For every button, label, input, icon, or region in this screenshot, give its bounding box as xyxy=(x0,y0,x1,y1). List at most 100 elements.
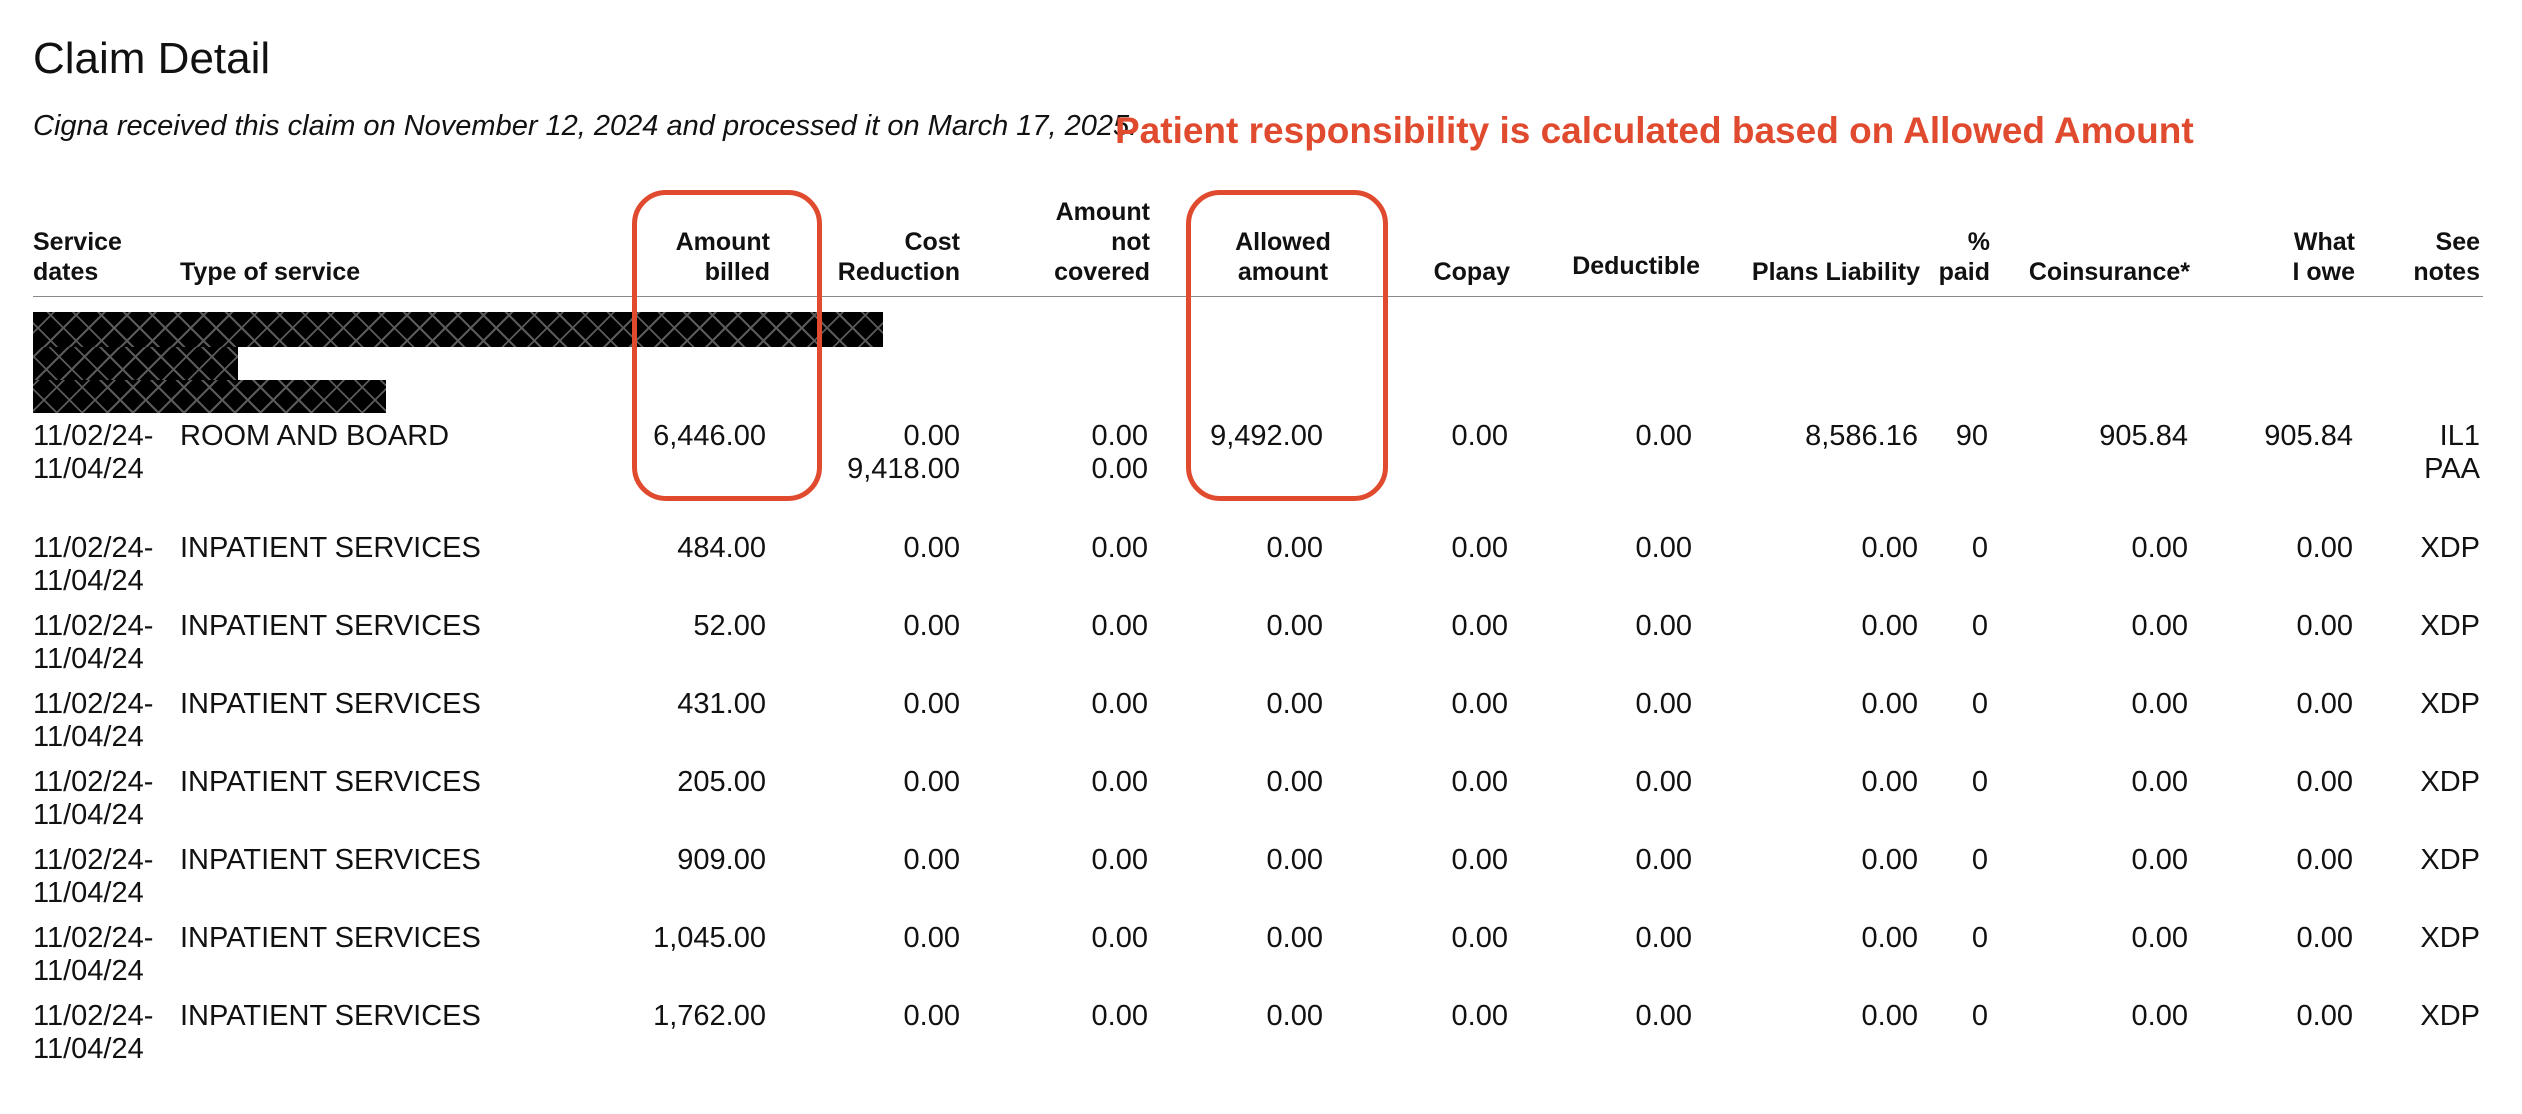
row-service-type: INPATIENT SERVICES xyxy=(180,766,481,798)
row-coinsurance: 0.00 xyxy=(2131,610,2188,642)
row-plans-liability: 0.00 xyxy=(1861,688,1918,720)
row-amount-not-covered: 0.00 xyxy=(1091,1000,1148,1032)
redaction-bar-3 xyxy=(33,380,386,413)
row-see-notes: XDP xyxy=(2420,766,2480,798)
row-deductible: 0.00 xyxy=(1635,532,1692,564)
header-divider xyxy=(33,296,2483,297)
row-amount-not-covered: 0.00 xyxy=(1091,766,1148,798)
header-service-dates: Service dates xyxy=(33,228,122,286)
row-plans-liability: 0.00 xyxy=(1861,610,1918,642)
row-cost-reduction: 0.00 xyxy=(903,1000,960,1032)
row-coinsurance: 905.84 xyxy=(2099,420,2188,452)
row-see-notes: XDP xyxy=(2420,844,2480,876)
row-allowed-amount: 0.00 xyxy=(1266,532,1323,564)
row-pct-paid: 0 xyxy=(1971,922,1988,954)
row-service-type: INPATIENT SERVICES xyxy=(180,922,481,954)
row-allowed-amount: 0.00 xyxy=(1266,766,1323,798)
row-pct-paid: 0 xyxy=(1971,532,1988,564)
row-plans-liability: 0.00 xyxy=(1861,844,1918,876)
row-what-i-owe: 0.00 xyxy=(2296,766,2353,798)
header-see-notes: See notes xyxy=(2413,228,2480,286)
redaction-bar-1 xyxy=(33,312,883,347)
row-amount-not-covered: 0.00 xyxy=(1091,922,1148,954)
row-copay: 0.00 xyxy=(1451,610,1508,642)
header-deductible: Deductible xyxy=(1572,252,1700,280)
row-cost-reduction: 0.00 xyxy=(903,844,960,876)
header-amount-billed: Amount billed xyxy=(675,228,770,286)
row-service-dates: 11/02/24- 11/04/24 xyxy=(33,922,154,987)
header-cost-reduction: Cost Reduction xyxy=(837,228,960,286)
row-deductible: 0.00 xyxy=(1635,766,1692,798)
row-amount-billed: 205.00 xyxy=(677,766,766,798)
row-see-notes: XDP xyxy=(2420,1000,2480,1032)
row-plans-liability: 0.00 xyxy=(1861,922,1918,954)
row-service-dates: 11/02/24- 11/04/24 xyxy=(33,688,154,753)
row-see-notes: XDP xyxy=(2420,532,2480,564)
row-coinsurance: 0.00 xyxy=(2131,532,2188,564)
redaction-bar-2 xyxy=(33,347,238,380)
row-allowed-amount: 0.00 xyxy=(1266,1000,1323,1032)
row-allowed-amount: 0.00 xyxy=(1266,688,1323,720)
row-deductible: 0.00 xyxy=(1635,610,1692,642)
header-allowed-amount: Allowed amount xyxy=(1235,228,1331,286)
row-see-notes: XDP xyxy=(2420,688,2480,720)
row-pct-paid: 0 xyxy=(1971,1000,1988,1032)
row-pct-paid: 90 xyxy=(1955,420,1988,452)
highlight-box-amount-billed xyxy=(632,190,822,501)
row-service-type: INPATIENT SERVICES xyxy=(180,532,481,564)
row-service-type: INPATIENT SERVICES xyxy=(180,1000,481,1032)
row-what-i-owe: 0.00 xyxy=(2296,688,2353,720)
row-what-i-owe: 0.00 xyxy=(2296,610,2353,642)
row-copay: 0.00 xyxy=(1451,532,1508,564)
row-see-notes: XDP xyxy=(2420,610,2480,642)
row-coinsurance: 0.00 xyxy=(2131,766,2188,798)
row-copay: 0.00 xyxy=(1451,1000,1508,1032)
row-see-notes: IL1 PAA xyxy=(2424,420,2480,485)
row-service-type: INPATIENT SERVICES xyxy=(180,610,481,642)
header-type-of-service: Type of service xyxy=(180,258,361,286)
page-title: Claim Detail xyxy=(33,34,271,83)
row-pct-paid: 0 xyxy=(1971,766,1988,798)
row-pct-paid: 0 xyxy=(1971,688,1988,720)
row-amount-billed: 909.00 xyxy=(677,844,766,876)
row-coinsurance: 0.00 xyxy=(2131,844,2188,876)
row-amount-billed: 1,045.00 xyxy=(653,922,766,954)
row-cost-reduction: 0.00 xyxy=(903,766,960,798)
row-service-type: INPATIENT SERVICES xyxy=(180,688,481,720)
row-copay: 0.00 xyxy=(1451,688,1508,720)
row-service-type: INPATIENT SERVICES xyxy=(180,844,481,876)
row-copay: 0.00 xyxy=(1451,922,1508,954)
row-service-dates: 11/02/24- 11/04/24 xyxy=(33,610,154,675)
row-see-notes: XDP xyxy=(2420,922,2480,954)
row-service-type: ROOM AND BOARD xyxy=(180,420,450,452)
row-amount-billed: 6,446.00 xyxy=(653,420,766,452)
row-deductible: 0.00 xyxy=(1635,1000,1692,1032)
annotation-note: Patient responsibility is calculated bas… xyxy=(1115,110,2194,151)
row-service-dates: 11/02/24- 11/04/24 xyxy=(33,420,154,485)
row-plans-liability: 0.00 xyxy=(1861,532,1918,564)
row-amount-not-covered: 0.00 0.00 xyxy=(1091,420,1148,485)
row-allowed-amount: 0.00 xyxy=(1266,922,1323,954)
row-plans-liability: 8,586.16 xyxy=(1805,420,1918,452)
row-amount-not-covered: 0.00 xyxy=(1091,844,1148,876)
row-allowed-amount: 0.00 xyxy=(1266,610,1323,642)
row-allowed-amount: 0.00 xyxy=(1266,844,1323,876)
row-amount-billed: 484.00 xyxy=(677,532,766,564)
header-what-i-owe: What I owe xyxy=(2292,228,2355,286)
row-what-i-owe: 0.00 xyxy=(2296,922,2353,954)
row-what-i-owe: 905.84 xyxy=(2264,420,2353,452)
row-cost-reduction: 0.00 xyxy=(903,688,960,720)
row-service-dates: 11/02/24- 11/04/24 xyxy=(33,1000,154,1065)
row-allowed-amount: 9,492.00 xyxy=(1210,420,1323,452)
header-coinsurance: Coinsurance* xyxy=(2028,258,2190,286)
row-amount-billed: 431.00 xyxy=(677,688,766,720)
row-cost-reduction: 0.00 xyxy=(903,532,960,564)
row-service-dates: 11/02/24- 11/04/24 xyxy=(33,766,154,831)
row-amount-not-covered: 0.00 xyxy=(1091,532,1148,564)
row-service-dates: 11/02/24- 11/04/24 xyxy=(33,532,154,597)
row-deductible: 0.00 xyxy=(1635,922,1692,954)
row-coinsurance: 0.00 xyxy=(2131,1000,2188,1032)
header-plans-liability: Plans Liability xyxy=(1751,258,1920,286)
row-copay: 0.00 xyxy=(1451,420,1508,452)
row-cost-reduction: 0.00 xyxy=(903,610,960,642)
